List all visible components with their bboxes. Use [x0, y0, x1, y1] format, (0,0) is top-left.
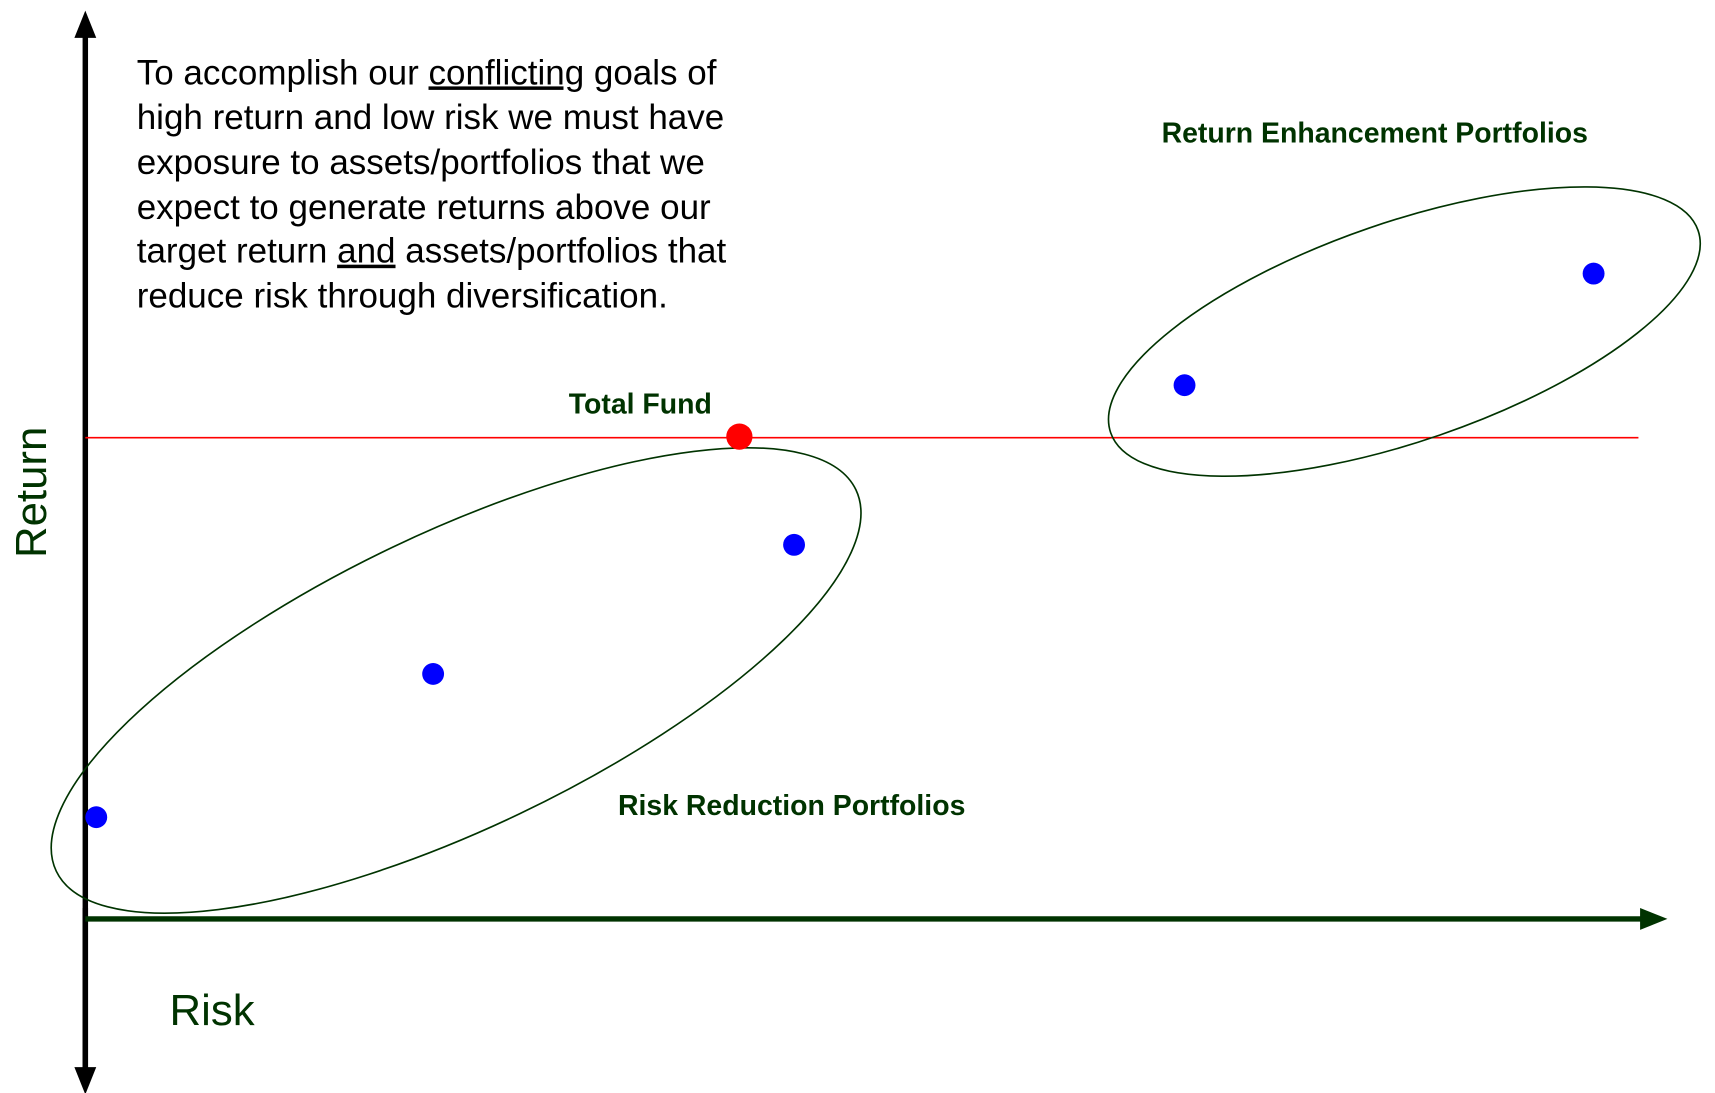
portfolio-dot	[85, 806, 108, 829]
total-fund-dot	[726, 423, 753, 450]
note-text: target return	[137, 232, 337, 271]
note-text: assets/portfolios that	[396, 232, 727, 271]
note-underlined: conflicting	[429, 53, 585, 92]
portfolio-dot	[783, 533, 805, 556]
note-line: To accomplish our conflicting goals of	[137, 53, 717, 92]
note-line: target return and assets/portfolios that	[137, 232, 727, 271]
note-line: exposure to assets/portfolios that we	[137, 143, 705, 182]
portfolio-dot	[1582, 262, 1605, 285]
total-fund-label: Total Fund	[569, 389, 712, 421]
note-underlined: and	[337, 232, 395, 271]
risk-reduction-group	[50, 447, 862, 914]
y-axis-label: Return	[7, 427, 56, 558]
note-text: goals of	[584, 53, 717, 92]
note-line: high return and low risk we must have	[137, 98, 725, 137]
return-enhancement-group	[1107, 186, 1702, 478]
return-enhancement-label: Return Enhancement Portfolios	[1162, 117, 1588, 149]
note-line: reduce risk through diversification.	[137, 277, 668, 316]
note-line: expect to generate returns above our	[137, 188, 711, 227]
portfolio-dot	[422, 662, 445, 685]
x-axis-label: Risk	[170, 986, 255, 1035]
risk-reduction-label: Risk Reduction Portfolios	[618, 790, 965, 822]
note-text: To accomplish our	[137, 53, 429, 92]
portfolio-dot	[1173, 374, 1196, 397]
